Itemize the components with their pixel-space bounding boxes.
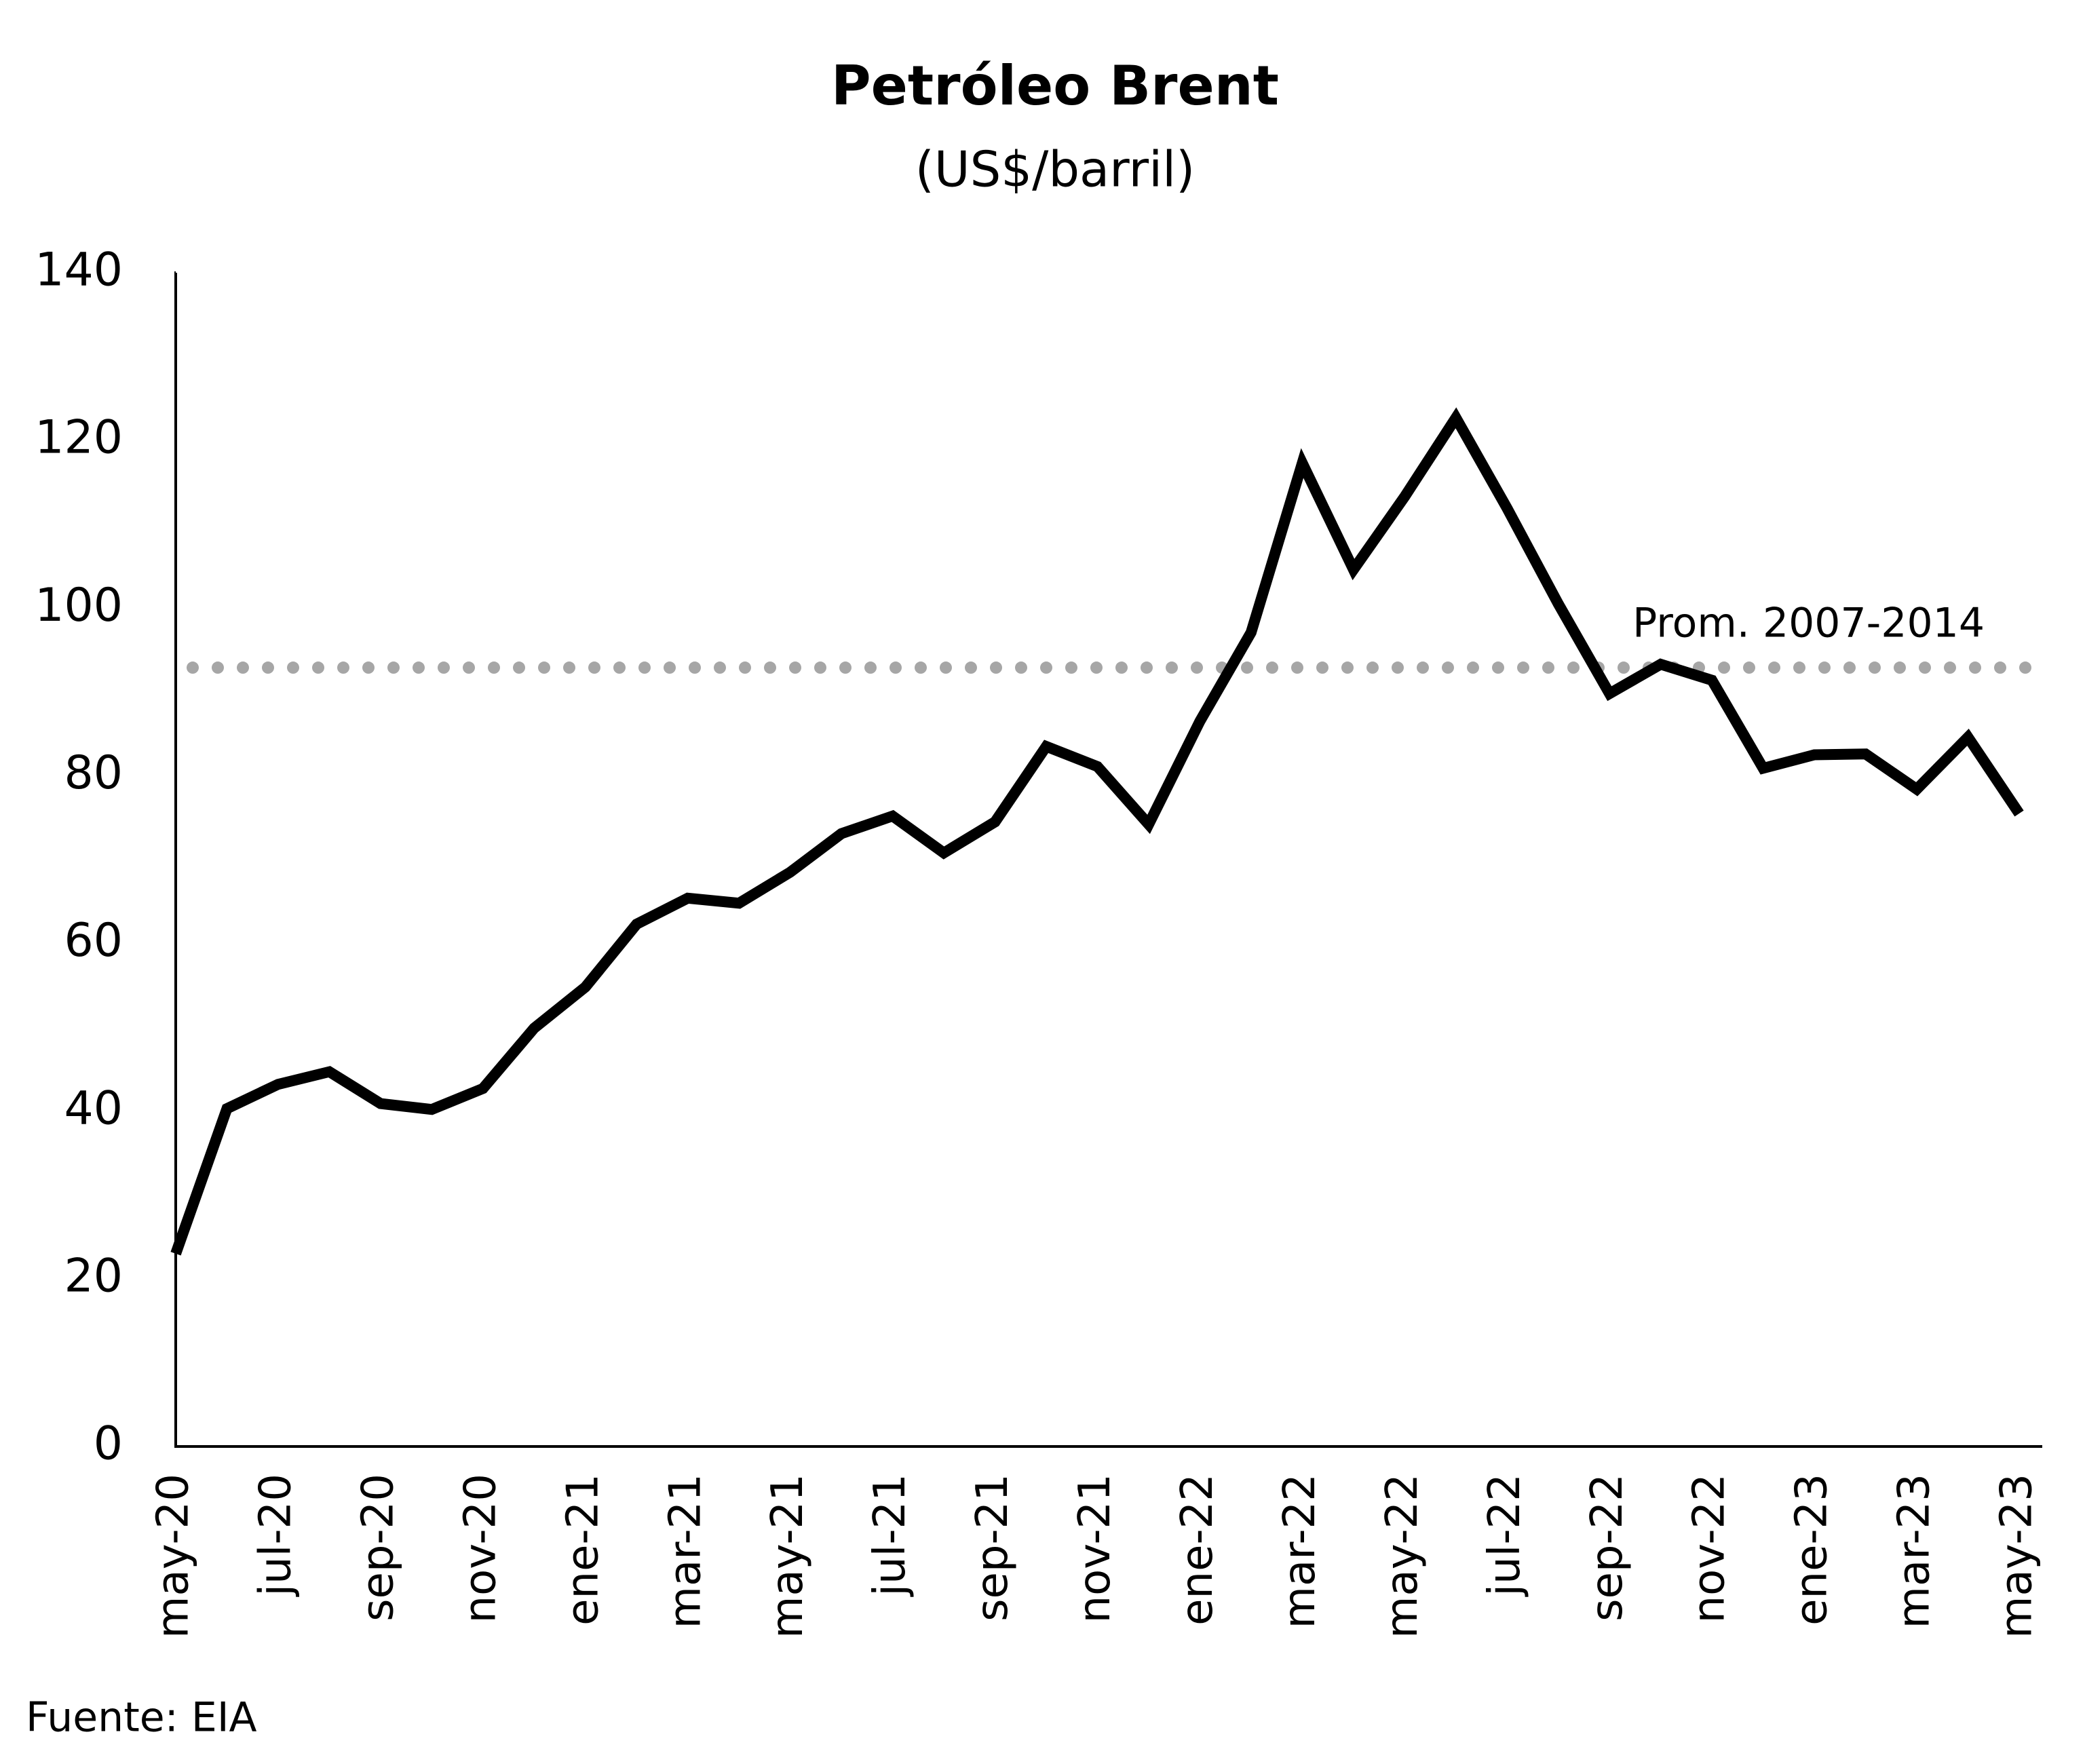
source-note: Fuente: EIA — [26, 1694, 257, 1742]
x-tick-label: sep-22 — [1582, 1474, 1632, 1622]
x-tick-label: sep-21 — [968, 1474, 1018, 1622]
x-tick-label: nov-20 — [455, 1474, 505, 1623]
x-tick-label: may-21 — [763, 1474, 813, 1638]
x-tick-label: may-23 — [1992, 1474, 2042, 1638]
y-tick-label: 20 — [64, 1249, 123, 1303]
x-tick-label: mar-21 — [660, 1474, 710, 1628]
y-tick-label: 120 — [35, 411, 123, 465]
x-tick-label: nov-22 — [1685, 1474, 1735, 1623]
x-tick-label: may-22 — [1377, 1474, 1428, 1638]
y-tick-label: 100 — [35, 579, 123, 632]
data-line — [170, 407, 2024, 1256]
y-tick-label: 140 — [35, 244, 123, 297]
y-tick-label: 40 — [64, 1081, 123, 1135]
x-tick-label: mar-23 — [1890, 1474, 1940, 1628]
chart-title: Petróleo Brent — [831, 54, 1279, 117]
x-tick-label: ene-22 — [1172, 1474, 1223, 1626]
y-tick-label: 0 — [94, 1417, 123, 1471]
x-tick-label: may-20 — [149, 1474, 199, 1638]
y-tick-label: 60 — [64, 914, 123, 967]
x-tick-label: jul-21 — [865, 1474, 915, 1598]
x-tick-label: nov-21 — [1070, 1474, 1120, 1623]
x-tick-label: jul-22 — [1480, 1474, 1530, 1598]
chart-subtitle: (US$/barril) — [915, 141, 1195, 198]
reference-label: Prom. 2007-2014 — [1632, 600, 1985, 647]
x-tick-label: jul-20 — [251, 1474, 301, 1598]
x-tick-label: mar-22 — [1275, 1474, 1325, 1628]
x-tick-label: ene-23 — [1787, 1474, 1837, 1626]
x-tick-label: ene-21 — [558, 1474, 608, 1626]
y-tick-label: 80 — [64, 746, 123, 800]
x-tick-label: sep-20 — [353, 1474, 403, 1622]
